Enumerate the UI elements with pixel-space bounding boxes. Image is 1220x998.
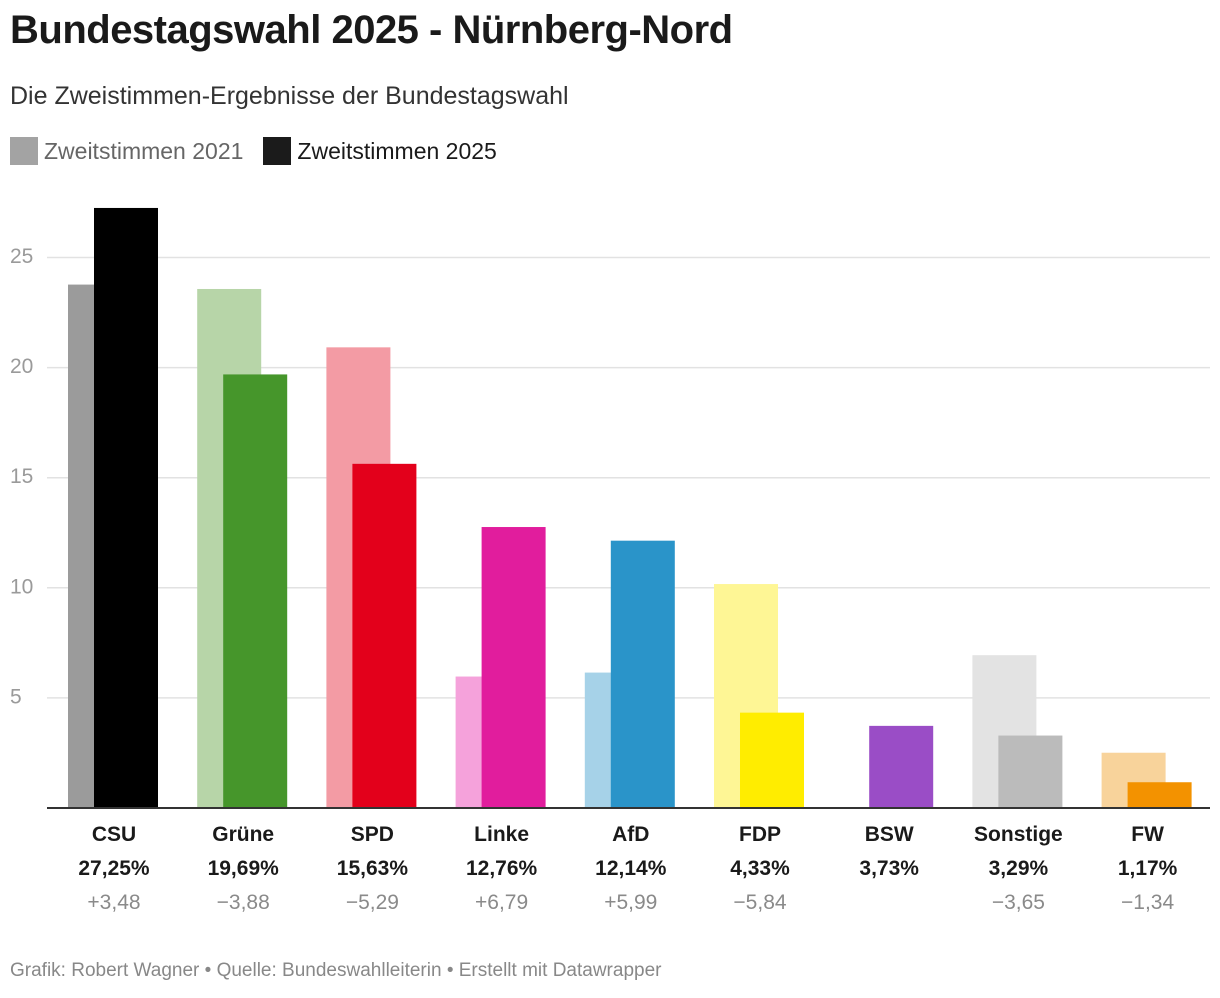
value-label-sonstige: 3,29% [989,857,1049,880]
bar-2025-spd [352,463,417,808]
x-tick-label-gruene: Grüne [212,823,274,846]
x-tick-label-bsw: BSW [865,823,914,846]
y-tick-label-25: 25 [10,245,33,268]
legend-swatch-2021 [10,137,38,165]
change-label-csu: +3,48 [87,891,140,914]
legend-label-2021: Zweitstimmen 2021 [44,137,244,164]
bar-2025-fw [1127,782,1192,808]
y-tick-label-5: 5 [10,685,22,708]
bar-2025-csu [94,207,158,808]
y-tick-label-20: 20 [10,355,33,378]
change-label-linke: +6,79 [475,891,528,914]
bar-2025-gruene [223,374,288,808]
change-label-gruene: −3,88 [217,891,270,914]
change-label-fdp: −5,84 [733,891,786,914]
legend-label-2025: Zweitstimmen 2025 [297,137,497,164]
change-label-fw: −1,34 [1121,891,1174,914]
bar-2025-fdp [740,712,804,808]
value-label-fdp: 4,33% [730,857,790,880]
value-label-linke: 12,76% [466,857,538,880]
legend-item-2025: Zweitstimmen 2025 [263,137,497,165]
x-tick-label-afd: AfD [612,823,649,846]
x-tick-label-spd: SPD [351,823,394,846]
x-tick-label-csu: CSU [92,823,136,846]
value-label-gruene: 19,69% [208,857,280,880]
value-label-spd: 15,63% [337,857,409,880]
legend-swatch-2025 [263,137,292,165]
x-tick-label-fdp: FDP [739,823,781,846]
value-label-afd: 12,14% [595,857,667,880]
value-label-bsw: 3,73% [859,857,919,880]
bar-2025-bsw [869,725,934,808]
value-label-csu: 27,25% [78,857,150,880]
change-label-sonstige: −3,65 [992,891,1045,914]
value-label-fw: 1,17% [1118,857,1178,880]
y-tick-label-10: 10 [10,575,33,598]
change-label-spd: −5,29 [346,891,399,914]
bar-2025-afd [610,540,675,808]
y-tick-label-15: 15 [10,465,33,488]
legend-item-2021: Zweitstimmen 2021 [10,137,243,165]
x-tick-label-fw: FW [1131,823,1164,846]
chart-title: Bundestagswahl 2025 - Nürnberg-Nord [10,8,733,52]
legend: Zweitstimmen 2021 Zweitstimmen 2025 [10,137,517,165]
x-tick-label-linke: Linke [474,823,529,846]
chart-subtitle: Die Zweistimmen-Ergebnisse der Bundestag… [10,82,569,110]
change-label-afd: +5,99 [604,891,657,914]
bar-2025-linke [481,527,546,808]
bar-chart: 5 10 15 20 25 CSU 27,25% +3,48 Grüne 19,69% −3,88 S… [10,207,1210,914]
x-tick-label-sonstige: Sonstige [974,823,1063,846]
bar-2025-sonstige [998,735,1063,808]
footer-credits: Grafik: Robert Wagner • Quelle: Bundeswa… [10,960,662,981]
